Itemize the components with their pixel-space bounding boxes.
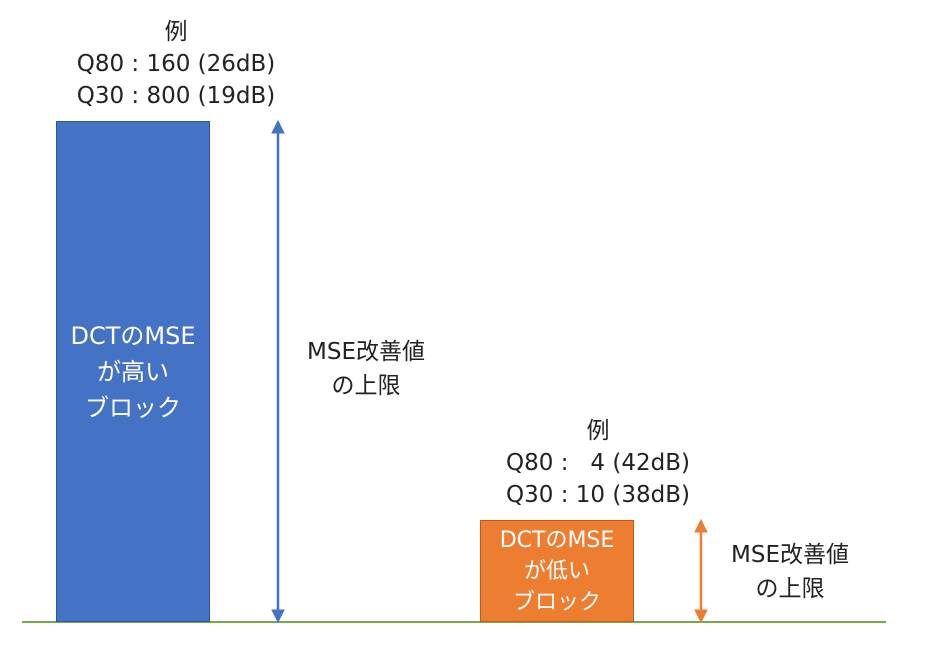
- high-limit-arrow-head-top: [271, 119, 285, 134]
- low-example-heading: 例: [586, 418, 610, 444]
- low-limit-label: MSE改善値 の上限: [710, 538, 870, 606]
- high-limit-label-line-1: MSE改善値: [307, 339, 425, 365]
- low-example-annotation: 例 Q80 : 4 (42dB) Q30 : 10 (38dB): [482, 415, 714, 511]
- low-block-line-1: DCTのMSE: [499, 527, 615, 553]
- low-limit-label-line-1: MSE改善値: [731, 542, 849, 568]
- high-limit-label-line-2: の上限: [331, 373, 401, 399]
- high-block-line-1: DCTのMSE: [70, 321, 196, 350]
- high-block-line-3: ブロック: [85, 393, 181, 422]
- low-example-q80: Q80 : 4 (42dB): [506, 450, 690, 476]
- low-block-line-3: ブロック: [512, 589, 601, 615]
- low-limit-arrow-head-bottom: [694, 609, 708, 624]
- low-limit-arrow-head-top: [694, 518, 708, 533]
- low-example-q30: Q30 : 10 (38dB): [506, 482, 690, 508]
- low-mse-block: DCTのMSE が低い ブロック: [480, 520, 634, 622]
- high-limit-label: MSE改善値 の上限: [286, 335, 446, 403]
- high-mse-block: DCTのMSE が高い ブロック: [56, 121, 210, 622]
- high-block-line-2: が高い: [97, 357, 169, 386]
- high-limit-arrow-head-bottom: [271, 609, 285, 624]
- low-limit-label-line-2: の上限: [755, 576, 825, 602]
- high-example-annotation: 例 Q80 : 160 (26dB) Q30 : 800 (19dB): [60, 16, 292, 112]
- high-example-q30: Q30 : 800 (19dB): [76, 83, 276, 109]
- low-block-line-2: が低い: [523, 558, 590, 584]
- high-example-heading: 例: [164, 19, 188, 45]
- high-example-q80: Q80 : 160 (26dB): [76, 51, 276, 77]
